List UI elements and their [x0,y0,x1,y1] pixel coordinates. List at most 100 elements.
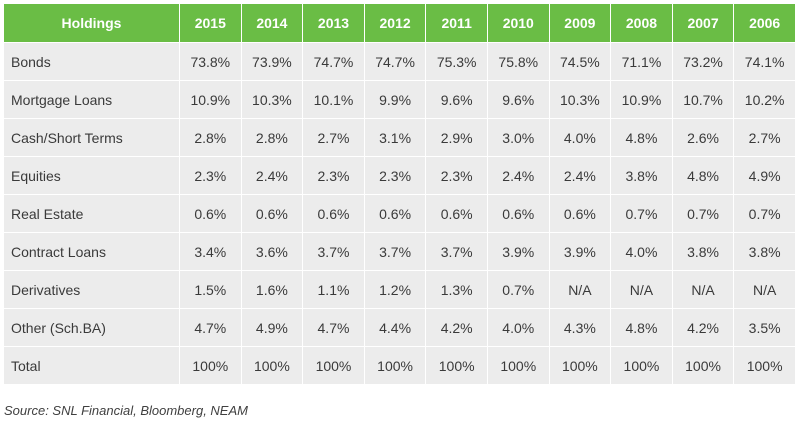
table-cell: 3.8% [610,156,673,195]
table-cell: 3.8% [671,232,735,271]
table-cell: 2.7% [733,118,796,157]
table-cell: 100% [548,346,612,385]
table-cell: 100% [733,346,796,385]
table-cell: 2.8% [179,118,242,157]
table-cell: 100% [179,346,242,385]
table-row: Cash/Short Terms 2.8% 2.8% 2.7% 3.1% 2.9% 3.0%… [3,118,796,157]
table-cell: 100% [363,346,427,385]
table-cell: 9.6% [486,80,550,119]
table-cell: 75.3% [425,42,488,81]
header-row: Holdings 2015 2014 2013 2012 2011 2010 2… [3,3,796,43]
table-cell: 2.6% [671,118,735,157]
table-cell: 9.6% [425,80,488,119]
row-label: Other (Sch.BA) [3,308,180,347]
table-cell: 3.8% [733,232,796,271]
table-row: Mortgage Loans 10.9% 10.3% 10.1% 9.9% 9.6% 9.6… [3,80,796,119]
year-header: 2010 [486,3,550,43]
table-cell: 2.8% [240,118,304,157]
table-cell: 3.1% [363,118,427,157]
table-row: Other (Sch.BA) 4.7% 4.9% 4.7% 4.4% 4.2% 4.0% 4.… [3,308,796,347]
table-cell: 2.3% [363,156,427,195]
table-cell: 4.0% [610,232,673,271]
table-cell: 4.3% [548,308,612,347]
table-cell: 4.2% [425,308,488,347]
table-header: Holdings 2015 2014 2013 2012 2011 2010 2… [3,3,796,43]
table-cell: 0.7% [486,270,550,309]
table-cell: 100% [671,346,735,385]
table-cell: 74.5% [548,42,612,81]
row-label: Real Estate [3,194,180,233]
table-cell: 2.3% [179,156,242,195]
table-cell: 75.8% [486,42,550,81]
table-cell: 3.9% [548,232,612,271]
table-cell: 1.5% [179,270,242,309]
table-cell: 10.1% [302,80,365,119]
table-cell: 0.6% [486,194,550,233]
row-label: Derivatives [3,270,180,309]
table-cell: 0.6% [363,194,427,233]
table-body: Bonds 73.8% 73.9% 74.7% 74.7% 75.3% 75.8% 74.5%… [3,42,796,385]
table-cell: 0.6% [548,194,612,233]
table-cell: 100% [486,346,550,385]
table-cell: 4.8% [610,118,673,157]
table-cell: 4.7% [179,308,242,347]
table-cell: 0.7% [610,194,673,233]
table-cell: 2.4% [548,156,612,195]
table-cell: 0.6% [240,194,304,233]
table-row: Total 100% 100% 100% 100% 100% 100% 100% 100% 100… [3,346,796,385]
table-cell: 1.6% [240,270,304,309]
source-note: Source: SNL Financial, Bloomberg, NEAM [4,403,248,418]
table-cell: N/A [610,270,673,309]
table-cell: 10.3% [240,80,304,119]
row-label: Total [3,346,180,385]
table-cell: 0.6% [302,194,365,233]
row-label: Contract Loans [3,232,180,271]
year-header: 2011 [425,3,488,43]
year-header: 2009 [548,3,612,43]
table-cell: 4.9% [733,156,796,195]
year-header: 2015 [179,3,242,43]
holdings-table: Holdings 2015 2014 2013 2012 2011 2010 2… [3,3,796,385]
table-cell: 3.7% [363,232,427,271]
year-header: 2007 [671,3,735,43]
table-row: Bonds 73.8% 73.9% 74.7% 74.7% 75.3% 75.8% 74.5%… [3,42,796,81]
table-cell: 100% [302,346,365,385]
table-cell: 71.1% [610,42,673,81]
table-cell: 10.2% [733,80,796,119]
row-label: Cash/Short Terms [3,118,180,157]
table-cell: 1.1% [302,270,365,309]
table-row: Contract Loans 3.4% 3.6% 3.7% 3.7% 3.7% 3.9% 3.… [3,232,796,271]
table-cell: 0.6% [179,194,242,233]
table-cell: 3.5% [733,308,796,347]
table-cell: 100% [240,346,304,385]
table-cell: 4.7% [302,308,365,347]
table-cell: 3.9% [486,232,550,271]
table-cell: 4.2% [671,308,735,347]
table-cell: 1.2% [363,270,427,309]
table-cell: 3.7% [425,232,488,271]
row-label: Mortgage Loans [3,80,180,119]
row-label: Bonds [3,42,180,81]
year-header: 2014 [240,3,304,43]
table-cell: 10.9% [610,80,673,119]
table-cell: 0.7% [733,194,796,233]
table-cell: 74.1% [733,42,796,81]
table-cell: 2.9% [425,118,488,157]
table-cell: 10.7% [671,80,735,119]
table-cell: 3.7% [302,232,365,271]
table-row: Equities 2.3% 2.4% 2.3% 2.3% 2.3% 2.4% 2.4% 3.8%… [3,156,796,195]
table-cell: 74.7% [302,42,365,81]
table-cell: 4.0% [486,308,550,347]
table-cell: 3.0% [486,118,550,157]
table-cell: 2.3% [302,156,365,195]
table-cell: 4.9% [240,308,304,347]
table-cell: 2.7% [302,118,365,157]
table-cell: 0.7% [671,194,735,233]
table-cell: 4.0% [548,118,612,157]
year-header: 2008 [610,3,673,43]
table-cell: 10.3% [548,80,612,119]
table-cell: 2.4% [240,156,304,195]
table-cell: 0.6% [425,194,488,233]
table-cell: N/A [671,270,735,309]
table-cell: 4.4% [363,308,427,347]
